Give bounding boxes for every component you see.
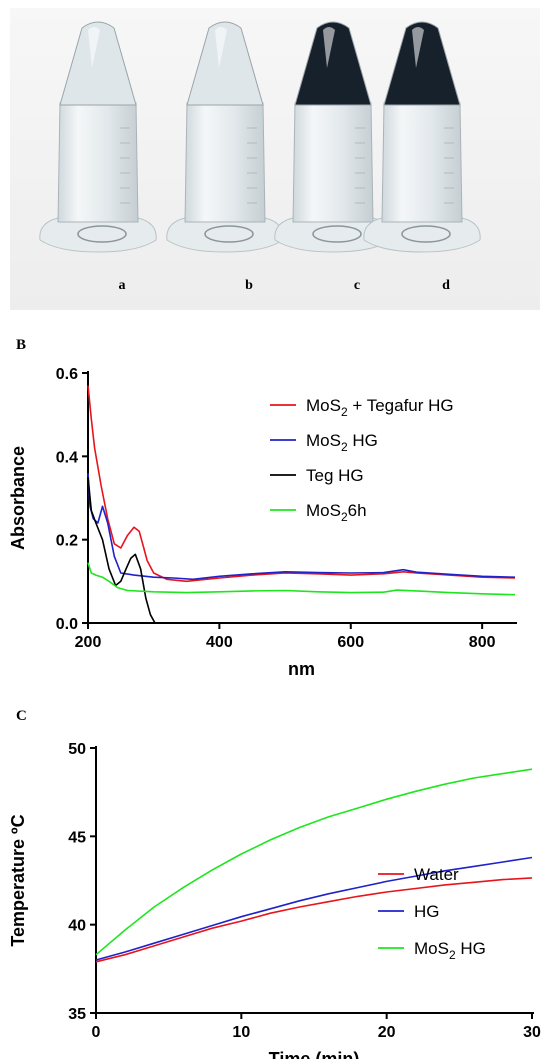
tube-body — [381, 102, 463, 223]
tube-label-c: c — [354, 278, 360, 293]
x-axis-title: Time (min) — [269, 1049, 360, 1059]
x-tick-label: 30 — [523, 1024, 541, 1041]
y-tick-label: 0.0 — [56, 616, 78, 633]
series-line-2 — [95, 768, 533, 956]
tube-group — [39, 21, 481, 253]
tube-cap-ring — [363, 217, 481, 253]
x-tick-label: 200 — [75, 634, 102, 651]
y-axis-title: Temperature ºC — [8, 814, 28, 946]
y-tick-label: 0.2 — [56, 533, 78, 550]
tube-label-d: d — [442, 278, 450, 293]
x-tick-label: 20 — [378, 1024, 396, 1041]
series-line-0 — [87, 385, 516, 583]
x-tick-label: 800 — [469, 634, 496, 651]
tube-cap-hole — [401, 225, 451, 243]
tube-tip-contents — [294, 21, 372, 106]
tube-cap-hole — [77, 225, 127, 243]
tube-label-a: a — [119, 278, 126, 293]
tube-cap-hole — [312, 225, 362, 243]
tube-highlight — [215, 27, 227, 68]
x-tick-label: 10 — [232, 1024, 250, 1041]
tube-body — [184, 102, 266, 223]
series-line-2 — [87, 477, 156, 624]
y-tick-label: 45 — [68, 829, 86, 846]
tube-b — [166, 21, 284, 253]
legend-label-1: HG — [414, 902, 440, 921]
legend-label-3: MoS26h — [306, 501, 367, 524]
tube-body — [292, 102, 374, 223]
absorbance-chart: 0.0 0.2 0.4 0.6 200 400 600 800 nm Absorbance MoS2… — [8, 366, 517, 679]
tube-cap-ring — [166, 217, 284, 253]
series-line-3 — [87, 562, 516, 596]
tube-a — [39, 21, 157, 253]
tube-highlight — [412, 27, 424, 68]
tube-tip-contents — [186, 21, 264, 106]
tube-tip-contents — [59, 21, 137, 106]
y-tick-label: 40 — [68, 918, 86, 935]
legend-label-0: MoS2 + Tegafur HG — [306, 396, 454, 419]
tube-label-group: a b c d — [119, 278, 451, 293]
temperature-chart: 35 40 45 50 0 10 20 30 Time (min) Temperature ºC W… — [8, 741, 541, 1059]
tube-label-b: b — [245, 278, 253, 293]
panel-b-label: B — [16, 337, 27, 353]
x-tick-label: 0 — [92, 1024, 101, 1041]
y-tick-label: 35 — [68, 1006, 86, 1023]
tube-tip-contents — [383, 21, 461, 106]
series-line-1 — [95, 856, 533, 961]
tube-cap-hole — [204, 225, 254, 243]
y-tick-label: 0.6 — [56, 366, 78, 383]
legend-label-1: MoS2 HG — [306, 431, 378, 454]
x-tick-label: 400 — [206, 634, 233, 651]
series-line-1 — [87, 472, 516, 581]
x-axis-title: nm — [288, 659, 315, 679]
legend-label-2: MoS2 HG — [414, 939, 486, 962]
panel-c-label: C — [16, 708, 27, 724]
y-axis-title: Absorbance — [8, 446, 28, 550]
tube-cap-ring — [39, 217, 157, 253]
sample-tubes-photo: a b c d — [10, 8, 540, 310]
series-line-0 — [95, 877, 533, 963]
tube-highlight — [88, 27, 100, 68]
legend-label-0: Water — [414, 865, 459, 884]
tube-highlight — [323, 27, 335, 68]
tube-d — [363, 21, 481, 253]
y-tick-label: 50 — [68, 741, 86, 758]
x-tick-label: 600 — [337, 634, 364, 651]
legend-label-2: Teg HG — [306, 466, 364, 485]
tube-body — [57, 102, 139, 223]
y-tick-label: 0.4 — [56, 449, 78, 466]
